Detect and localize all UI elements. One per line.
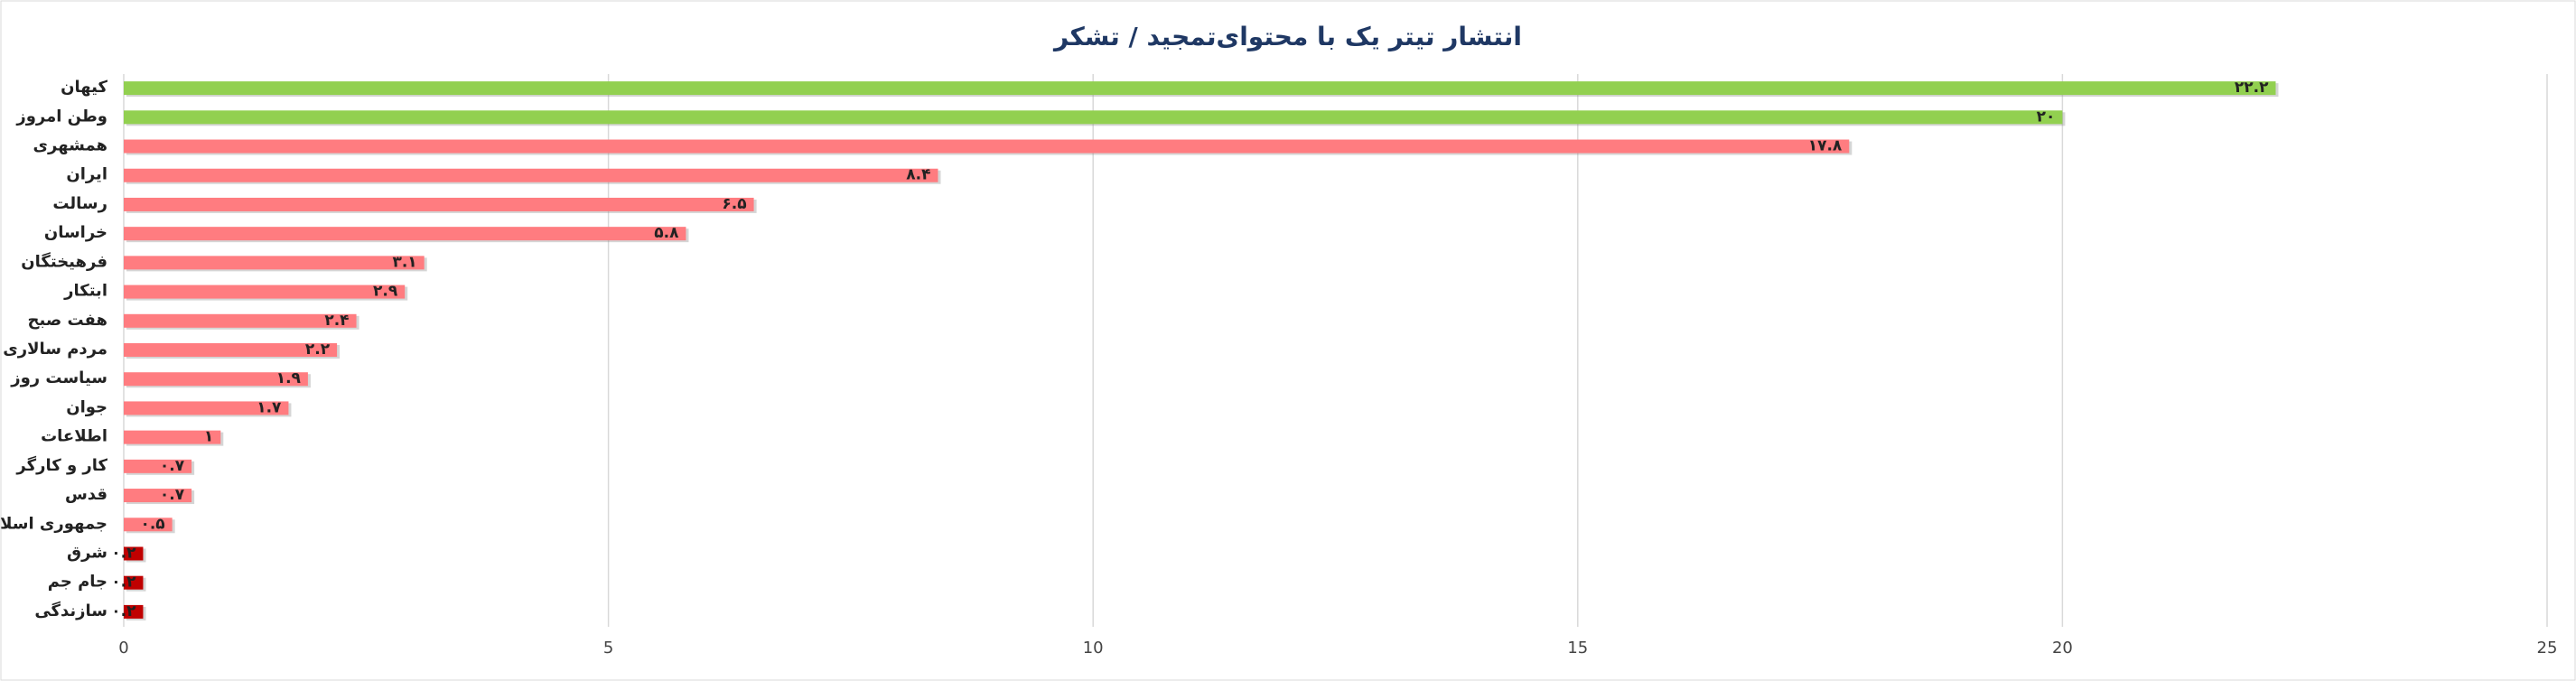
- x-tick-label: 0: [118, 639, 128, 658]
- y-tick-label: وطن امروز: [15, 107, 107, 126]
- y-tick-label: رسالت: [52, 194, 107, 213]
- bar: [124, 401, 289, 415]
- value-label: ۲۰: [2037, 107, 2056, 126]
- bar: [124, 518, 173, 532]
- value-label: ۰.۲: [111, 544, 136, 562]
- y-tick-label: اطلاعات: [41, 427, 107, 446]
- y-tick-label: کیهان: [61, 78, 107, 97]
- y-tick-label: خراسان: [44, 223, 107, 242]
- value-label: ۰.۷: [160, 486, 185, 504]
- x-tick-label: 5: [603, 639, 613, 658]
- value-label: ۸.۴: [906, 166, 930, 184]
- value-label: ۰.۷: [160, 457, 185, 475]
- value-label: ۱: [204, 428, 213, 446]
- value-label: ۶.۵: [722, 195, 746, 213]
- bar: [124, 372, 308, 387]
- x-tick-label: 25: [2537, 639, 2558, 658]
- y-tick-label: جمهوری اسلامی: [0, 514, 107, 533]
- x-tick-label: 20: [2052, 639, 2073, 658]
- bar: [124, 227, 686, 241]
- bar: [124, 604, 144, 619]
- value-label: ۲۲.۲: [2235, 79, 2269, 97]
- y-tick-label: کار و کارگر: [15, 455, 107, 475]
- bar: [124, 81, 2276, 96]
- value-label: ۱.۹: [276, 369, 302, 387]
- bar: [124, 197, 754, 211]
- bar: [124, 430, 221, 444]
- y-tick-label: جوان: [66, 397, 107, 416]
- bar: [124, 546, 144, 561]
- y-tick-label: ابتکار: [63, 282, 107, 301]
- bar: [124, 110, 2063, 125]
- bar: [124, 575, 144, 590]
- bar: [124, 489, 192, 503]
- bar: [124, 256, 425, 270]
- y-tick-label: همشهری: [33, 136, 107, 155]
- bar: [124, 168, 938, 182]
- y-tick-label: قدس: [65, 485, 107, 504]
- chart-title: انتشار تیتر یک با محتوای‌تمجید / تشکر: [1052, 22, 1522, 51]
- y-tick-label: هفت صبح: [28, 311, 107, 330]
- bar: [124, 139, 1850, 154]
- y-tick-label: شرق: [67, 543, 107, 562]
- value-label: ۱.۷: [257, 398, 282, 416]
- y-tick-label: مردم سالاری: [3, 340, 107, 359]
- value-label: ۳.۱: [392, 253, 416, 271]
- y-tick-label: فرهیختگان: [21, 251, 107, 271]
- value-label: ۱۷.۸: [1808, 137, 1843, 155]
- bar: [124, 343, 338, 357]
- bar: [124, 313, 357, 328]
- value-label: ۰.۲: [111, 574, 136, 592]
- bar: [124, 459, 192, 473]
- value-label: ۲.۴: [324, 312, 349, 330]
- value-label: ۰.۵: [140, 515, 164, 533]
- x-tick-label: 10: [1083, 639, 1104, 658]
- y-tick-label: سیاست روز: [10, 368, 107, 387]
- y-tick-label: ایران: [66, 165, 107, 184]
- bar: [124, 285, 406, 299]
- value-label: ۲.۲: [305, 340, 331, 359]
- y-tick-label: جام جم: [48, 573, 107, 592]
- y-tick-label: سازندگی: [34, 601, 107, 620]
- x-tick-label: 15: [1567, 639, 1588, 658]
- value-label: ۰.۲: [111, 602, 136, 620]
- value-label: ۲.۹: [373, 283, 398, 301]
- value-label: ۵.۸: [654, 224, 679, 242]
